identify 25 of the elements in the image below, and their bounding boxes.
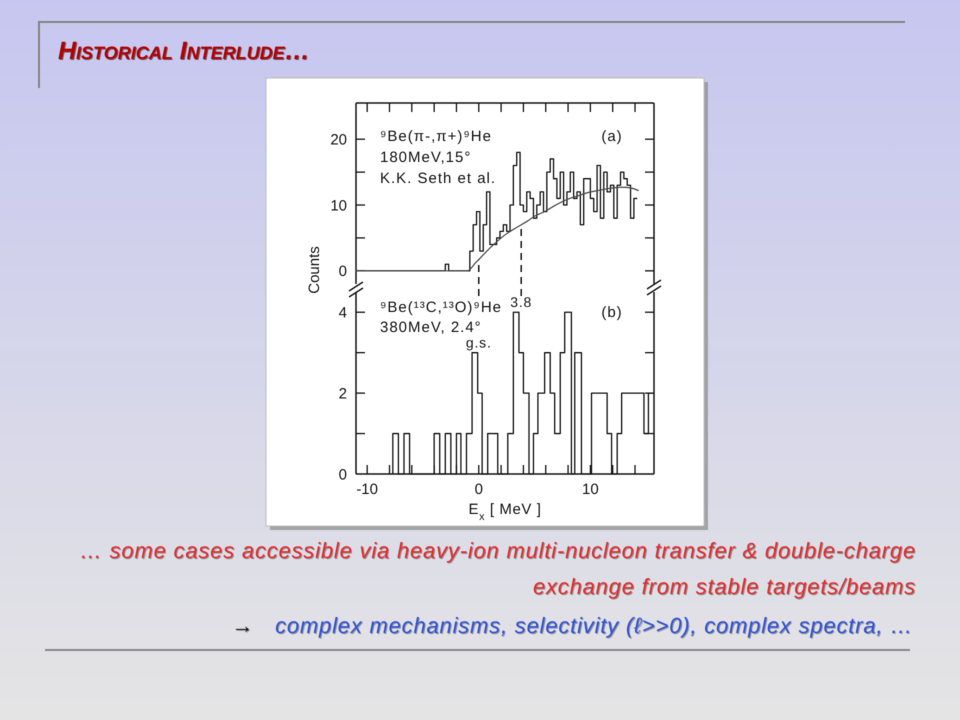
- x-axis-title: E$_{x}$ [ MeV ]: [468, 501, 542, 523]
- y-tick-label: 0: [338, 466, 347, 484]
- x-tick-label: 10: [582, 481, 599, 498]
- y-tick-label: 20: [330, 132, 347, 149]
- y-tick-label: 0: [338, 263, 347, 280]
- annotation: 180MeV,15°: [380, 149, 472, 166]
- text: exchange from stable targets/beams: [532, 574, 916, 599]
- annotation: (b): [601, 304, 623, 321]
- annotation: ⁹Be(π-,π+)⁹He: [380, 128, 492, 145]
- annotation: 380MeV, 2.4°: [380, 319, 482, 336]
- chart-title: Historical Interlude…: [58, 37, 310, 65]
- annotation: (a): [601, 128, 623, 145]
- text: → complex mechanisms, selectivity (ℓ>>0), complex spectra, …: [231, 613, 913, 638]
- y-tick-label: 4: [338, 304, 347, 322]
- x-tick-label: -10: [356, 481, 378, 498]
- annotation: K.K. Seth et al.: [380, 170, 496, 187]
- annotation: g.s.: [466, 334, 492, 351]
- y-axis-title: Counts: [306, 246, 323, 294]
- text: … some cases accessible via heavy-ion multi-nucleon transfer & double-charge: [80, 538, 916, 563]
- x-tick-label: 0: [474, 481, 483, 498]
- y-tick-label: 2: [338, 386, 347, 403]
- line-series: [355, 186, 639, 272]
- y-tick-label: 10: [330, 197, 347, 214]
- annotation: ⁹Be(¹³C,¹³O)⁹He: [380, 299, 502, 316]
- annotation: 3.8: [510, 294, 532, 310]
